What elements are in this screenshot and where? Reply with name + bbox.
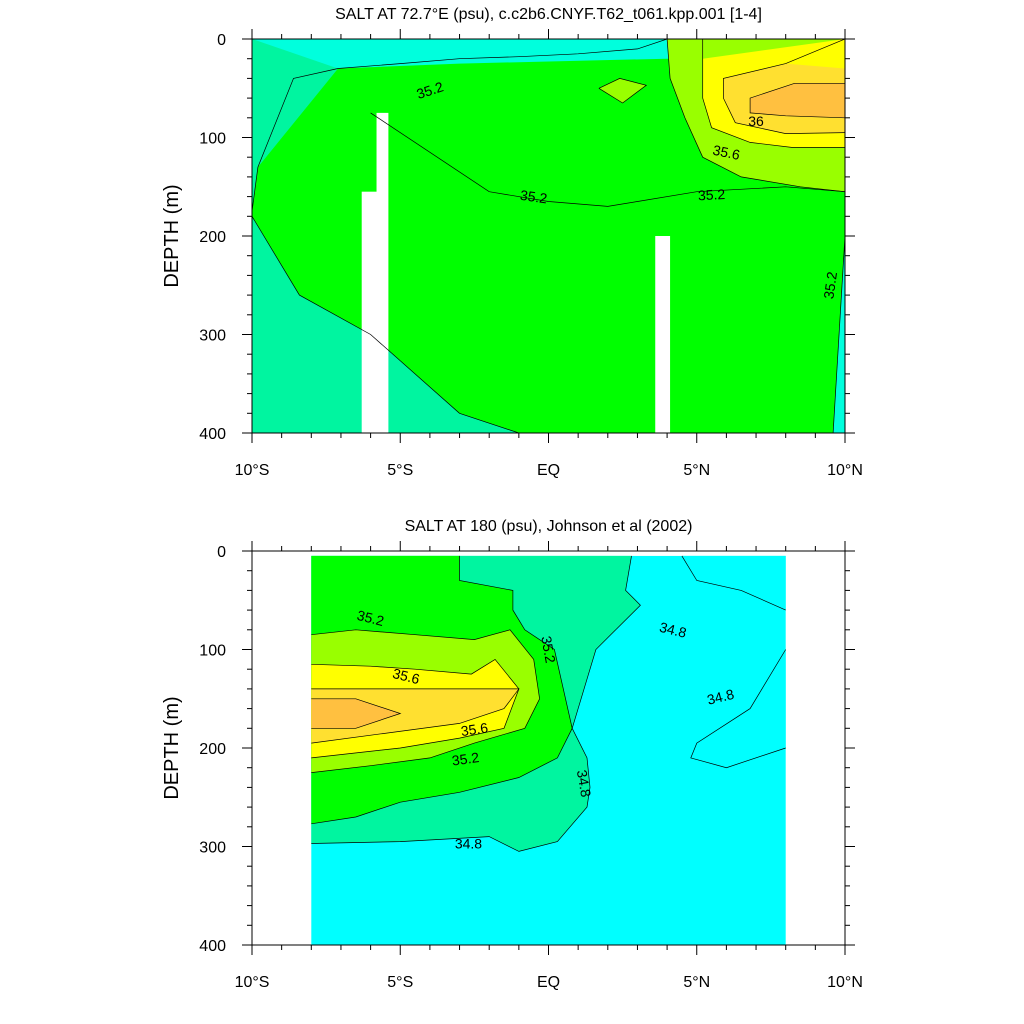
salinity-region-35 [252, 216, 519, 433]
contour-label: 35.6 [460, 719, 489, 739]
x-tick-label: 10°N [827, 974, 863, 991]
contour-line [598, 78, 648, 104]
contour-line [311, 555, 641, 852]
salinity-region-34-6 [681, 555, 786, 611]
contour-label: 35.2 [820, 270, 840, 299]
chart-title: SALT AT 72.7°E (psu), c.c2b6.CNYF.T62_t0… [335, 6, 762, 23]
y-tick-label: 400 [199, 938, 226, 955]
contour-label: 34.8 [455, 836, 482, 852]
contour-line [252, 39, 668, 212]
x-tick-label: 10°N [827, 462, 863, 479]
contour-label: 34.8 [574, 769, 595, 799]
x-tick-label: 5°N [683, 974, 710, 991]
contour-line [832, 235, 845, 433]
y-tick-label: 200 [199, 229, 226, 246]
missing-data-mask [376, 112, 389, 433]
chart-panel-bottom: 35.2 35.2 35.6 35.6 35.2 34.8 34.8 34.8 34.8 0 100… [161, 518, 863, 991]
contour-label: 35.6 [711, 142, 741, 163]
salinity-region-35-2 [252, 58, 845, 433]
y-axis-label: DEPTH (m) [161, 184, 183, 287]
x-tick-label: 10°S [235, 462, 270, 479]
salinity-region-34-6 [690, 649, 786, 768]
y-tick-label: 100 [199, 643, 226, 660]
contour-line [749, 82, 845, 119]
x-tick-label: EQ [537, 462, 560, 479]
contour-line [311, 688, 520, 744]
contour-line [723, 39, 845, 134]
contour-line [311, 555, 573, 825]
contour-line [311, 629, 540, 773]
x-tick-label: 10°S [235, 974, 270, 991]
y-tick-label: 100 [199, 131, 226, 148]
contour-label: 35.2 [519, 187, 548, 207]
contour-line [666, 39, 845, 193]
x-tick-label: EQ [537, 974, 560, 991]
y-tick-label: 0 [217, 544, 226, 561]
y-tick-label: 200 [199, 741, 226, 758]
contour-line [690, 649, 786, 769]
chart-title: SALT AT 180 (psu), Johnson et al (2002) [405, 518, 693, 535]
salinity-region-35 [252, 39, 338, 212]
x-tick-label: 5°S [387, 462, 413, 479]
contour-label: 35.2 [355, 607, 386, 629]
contour-label: 36 [748, 113, 764, 129]
contour-label: 35.2 [698, 186, 726, 203]
contour-label: 35.6 [391, 665, 422, 687]
contour-label: 35.2 [451, 749, 480, 769]
contour-label: 34.8 [658, 619, 689, 641]
x-tick-label: 5°N [683, 462, 710, 479]
y-tick-label: 300 [199, 328, 226, 345]
y-tick-label: 300 [199, 840, 226, 857]
contour-label: 34.8 [705, 686, 736, 708]
contour-line [370, 112, 845, 207]
contour-line [681, 555, 786, 611]
contour-line [311, 658, 520, 759]
salinity-region-36 [750, 83, 845, 118]
missing-data-mask [655, 236, 671, 433]
y-tick-label: 400 [199, 426, 226, 443]
y-axis-label: DEPTH (m) [161, 696, 183, 799]
plot-area: 35.2 35.2 35.6 35.6 35.2 34.8 34.8 34.8 34.8 [311, 555, 786, 945]
contour-line [311, 698, 402, 729]
contour-label: 35.2 [538, 635, 559, 665]
x-tick-label: 5°S [387, 974, 413, 991]
salinity-region-35-4 [598, 78, 647, 103]
contour-line [252, 216, 520, 433]
y-tick-label: 0 [217, 32, 226, 49]
contour-line [702, 39, 845, 148]
